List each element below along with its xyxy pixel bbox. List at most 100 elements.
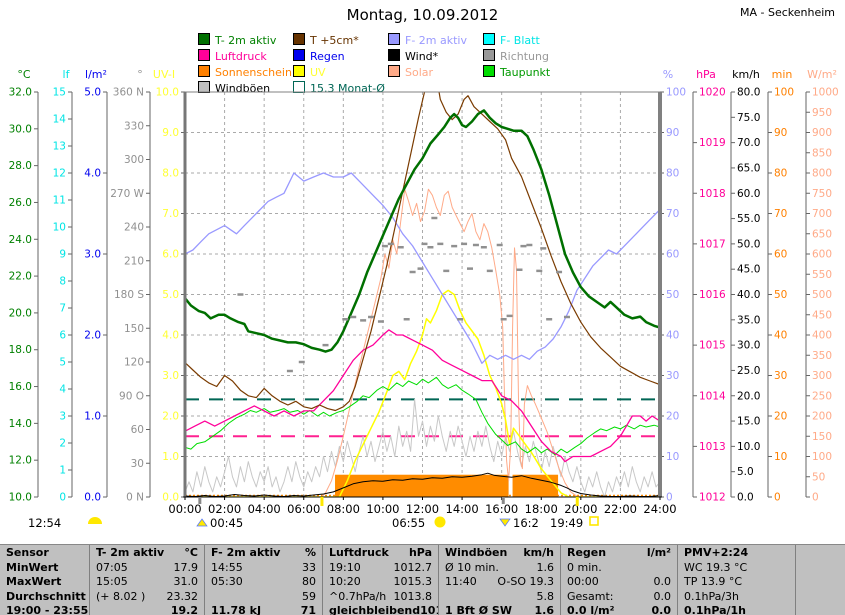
axis-tick-label: 50 (812, 471, 825, 483)
table-text: 59 (302, 589, 316, 603)
legend-item-wind-: Wind* (388, 49, 439, 63)
axis-tick-label: 90 (666, 127, 679, 139)
axis-tick-label: 150 (124, 323, 144, 335)
x-tick-label: 22:00 (604, 502, 637, 516)
axis-tick-label: 10 (774, 451, 787, 463)
x-tick-label: 08:00 (327, 502, 360, 516)
axis-uv: 10.0 9.0 8.0 7.0 6.0 5.0 4.0 3.0 2.0 1.0 0.0 UV-I (153, 68, 186, 504)
axis-tick-label: 18.0 (9, 344, 32, 356)
axis-tick-label: 250 (812, 390, 832, 402)
table-text: hPa (408, 546, 432, 559)
axis-tick-label: 20.0 (737, 390, 760, 402)
table-cell: 1 Bft Ø SW 1.6 (438, 603, 560, 615)
axis-tick-label: 70 (666, 208, 679, 220)
table-text: 23.32 (166, 589, 199, 603)
table-text: % (304, 546, 316, 559)
table-text: 0.1hPa/3h (684, 589, 740, 603)
axis-tick-label: 5 (59, 357, 66, 369)
table-text: gleichbleibend (329, 604, 421, 615)
axis-tick-label: 4 (59, 384, 66, 396)
axis-tick-label: 1018 (699, 188, 726, 200)
table-text: Ø 10 min. (445, 560, 499, 574)
table-cell: 0.1hPa/1h (677, 603, 795, 615)
axis-tick-label: 14 (53, 114, 67, 126)
axis-tick-label: 7.0 (162, 208, 179, 220)
series-f-2m-aktiv (185, 172, 660, 364)
axis-tick-label: 330 (124, 120, 144, 132)
axis-tick-label: 35.0 (737, 314, 760, 326)
legend-label: T +5cm* (310, 34, 359, 47)
x-tick-label: 02:00 (208, 502, 241, 516)
table-text: 19:10 (329, 560, 361, 574)
axis-tick-label: 450 (812, 309, 832, 321)
legend-swatch-icon (483, 65, 495, 77)
table-cell: 0 min. (560, 559, 677, 575)
axis-tick-label: 1015 (699, 340, 726, 352)
axis-tick-label: 0 (774, 492, 781, 504)
axis-tick-label: 0.0 (162, 492, 179, 504)
legend-label: Regen (310, 50, 345, 63)
axis-tick-label: 70 (774, 208, 787, 220)
table-cell: 19:10 1012.7 (322, 559, 438, 575)
table-cell: 59 (204, 588, 322, 604)
axis-tick-label: 40 (666, 330, 679, 342)
table-text: 11.78 kJ (211, 604, 262, 615)
table-text: 1013.5 (420, 604, 438, 615)
series-group (185, 92, 660, 497)
axis-tick-label: 28.0 (9, 160, 32, 172)
axis-tick-label: 13 (53, 141, 66, 153)
axis-tick-label: 3.0 (162, 370, 179, 382)
table-text: 33 (302, 560, 316, 574)
axis-tick-label: 360 N (113, 87, 144, 99)
series-windb-en (185, 398, 660, 497)
table-cell: (+ 8.02 ) 23.32 (89, 588, 204, 604)
legend-label: T- 2m aktiv (215, 34, 277, 47)
x-tick-label: 04:00 (248, 502, 281, 516)
axis-tick-label: 1013 (699, 441, 726, 453)
axis-title: ° (137, 68, 143, 81)
axis-tick-label: 150 (812, 431, 832, 443)
table-text: 1.6 (534, 604, 555, 615)
table-text: 05:30 (211, 575, 243, 589)
table-col-header: Windböen km/h (438, 545, 560, 560)
axis-tick-label: 10.0 (737, 441, 760, 453)
table-text: Durchschnitt (6, 589, 86, 603)
axis-tick-label: 30 (666, 370, 679, 382)
axis-tick-label: 300 (124, 154, 144, 166)
table-text: 0.0 (651, 604, 672, 615)
table-row-label: MaxWert (0, 574, 89, 589)
legend-label: Sonnenschein (215, 66, 292, 79)
axis-tick-label: 1020 (699, 87, 726, 99)
axis-tick-label: 1.0 (162, 451, 179, 463)
axis-tick-label: 300 (812, 370, 832, 382)
table-empty-cell (795, 559, 845, 575)
table-cell: Ø 10 min. 1.6 (438, 559, 560, 575)
series-t-2m-aktiv (185, 109, 660, 353)
legend-item-sonnenschein: Sonnenschein (198, 65, 292, 79)
axis-tick-label: 400 (812, 330, 832, 342)
legend-label: UV (310, 66, 326, 79)
axis-tick-label: 0 (59, 492, 66, 504)
series-solar (185, 188, 660, 497)
table-cell: 11:40 O-SO 19.3 (438, 574, 560, 589)
series-richtung (237, 216, 570, 373)
axis-tick-label: 120 (124, 357, 144, 369)
axis-tick-label: 650 (812, 228, 832, 240)
axis-tick-label: 1019 (699, 137, 726, 149)
axis-tick-label: 30.0 (737, 340, 760, 352)
legend-swatch-icon (293, 65, 305, 77)
legend-label: Solar (405, 66, 434, 79)
axis-tick-label: 180 S (114, 289, 144, 301)
station-name: MA - Seckenheim (739, 6, 835, 19)
axis-tick-label: 5.0 (84, 87, 101, 99)
legend-label: Wind* (405, 50, 439, 63)
axis-tick-label: 40.0 (737, 289, 760, 301)
table-text: O-SO 19.3 (497, 575, 554, 589)
table-text: Gesamt: (567, 589, 614, 603)
table-empty-cell (795, 574, 845, 589)
table-col-header: Luftdruck hPa (322, 545, 438, 560)
table-cell: 10:20 1015.3 (322, 574, 438, 589)
table-text: 0 min. (567, 560, 602, 574)
axis-tick-label: 40 (774, 330, 787, 342)
